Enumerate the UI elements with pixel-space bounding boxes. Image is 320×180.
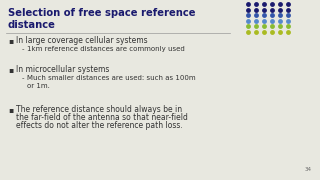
Text: Selection of free space reference: Selection of free space reference [8, 8, 196, 18]
Text: or 1m.: or 1m. [27, 83, 50, 89]
Text: effects do not alter the reference path loss.: effects do not alter the reference path … [16, 121, 183, 130]
Text: The reference distance should always be in: The reference distance should always be … [16, 105, 182, 114]
Text: distance: distance [8, 20, 56, 30]
Text: the far-field of the antenna so that near-field: the far-field of the antenna so that nea… [16, 113, 188, 122]
Text: Much smaller distances are used: such as 100m: Much smaller distances are used: such as… [27, 75, 196, 81]
Text: 1km reference distances are commonly used: 1km reference distances are commonly use… [27, 46, 185, 52]
Text: ▪: ▪ [8, 36, 13, 45]
Text: -: - [22, 46, 25, 52]
Text: ▪: ▪ [8, 65, 13, 74]
Text: In microcellular systems: In microcellular systems [16, 65, 109, 74]
Text: In large coverage cellular systems: In large coverage cellular systems [16, 36, 148, 45]
Text: -: - [22, 75, 25, 81]
Text: 34: 34 [305, 167, 312, 172]
Text: ▪: ▪ [8, 105, 13, 114]
